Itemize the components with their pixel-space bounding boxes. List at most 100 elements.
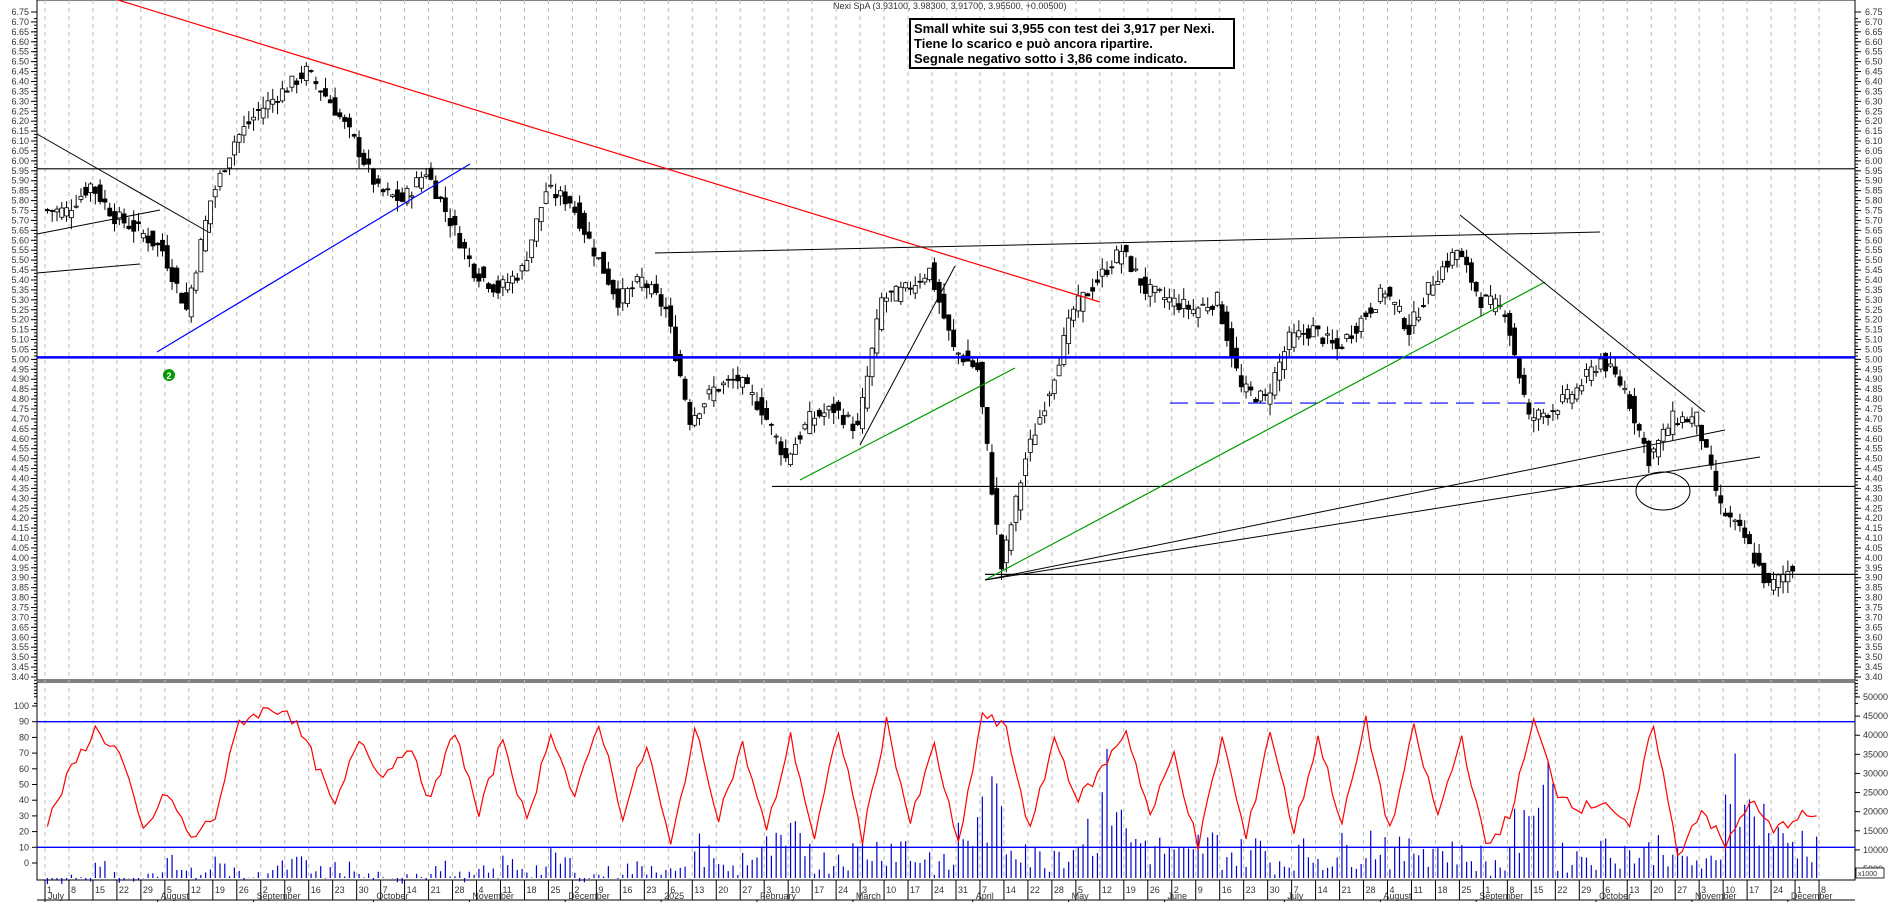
volume-tick-label: 15000 [1863, 826, 1888, 836]
week-tick-label: 17 [910, 885, 920, 895]
week-tick-label: 21 [1342, 885, 1352, 895]
oscillator-tick-label: 40 [19, 795, 29, 805]
week-tick-label: 23 [646, 885, 656, 895]
price-tick-label: 6.50 [11, 57, 29, 67]
week-tick-label: 4 [1390, 885, 1395, 895]
volume-tick-label: 40000 [1863, 730, 1888, 740]
price-tick-label: 5.25 [1865, 305, 1883, 315]
price-tick-label: 3.65 [1865, 622, 1883, 632]
week-tick-label: 15 [95, 885, 105, 895]
price-tick-label: 5.15 [1865, 325, 1883, 335]
price-tick-label: 3.40 [1865, 672, 1883, 682]
price-tick-label: 5.05 [1865, 344, 1883, 354]
price-tick-label: 4.20 [1865, 513, 1883, 523]
oscillator-tick-label: 60 [19, 764, 29, 774]
price-tick-label: 6.45 [1865, 67, 1883, 77]
price-tick-label: 6.15 [1865, 126, 1883, 136]
price-tick-label: 5.95 [11, 166, 29, 176]
week-tick-label: 7 [1294, 885, 1299, 895]
oscillator-line [46, 706, 1817, 857]
price-tick-label: 6.40 [11, 76, 29, 86]
price-tick-label: 5.45 [1865, 265, 1883, 275]
price-axis: 6.756.756.706.706.656.656.606.606.556.55… [11, 0, 1883, 704]
week-tick-label: 24 [838, 885, 848, 895]
oscillator-tick-label: 50 [19, 780, 29, 790]
price-tick-label: 6.75 [11, 7, 29, 17]
price-tick-label: 4.10 [11, 533, 29, 543]
price-tick-label: 5.90 [11, 176, 29, 186]
price-tick-label: 4.45 [11, 464, 29, 474]
month-label: July [1287, 891, 1304, 901]
price-tick-label: 5.45 [11, 265, 29, 275]
price-tick-label: 6.50 [1865, 57, 1883, 67]
price-tick-label: 6.45 [11, 67, 29, 77]
price-tick-label: 5.30 [1865, 295, 1883, 305]
candlesticks [44, 62, 1796, 597]
week-tick-label: 18 [1437, 885, 1447, 895]
week-tick-label: 13 [1629, 885, 1639, 895]
week-tick-label: 9 [598, 885, 603, 895]
price-tick-label: 5.75 [11, 206, 29, 216]
price-tick-label: 4.50 [11, 454, 29, 464]
chart-title: Nexi SpA (3.93100, 3.98300, 3.91700, 3.9… [833, 1, 1067, 11]
week-tick-label: 27 [742, 885, 752, 895]
week-tick-label: 2 [263, 885, 268, 895]
price-tick-label: 4.40 [11, 473, 29, 483]
week-tick-label: 8 [1821, 885, 1826, 895]
price-tick-label: 3.70 [11, 612, 29, 622]
price-tick-label: 3.40 [11, 672, 29, 682]
volume-tick-label: 45000 [1863, 711, 1888, 721]
volume-tick-label: 10000 [1863, 845, 1888, 855]
price-tick-label: 5.10 [1865, 335, 1883, 345]
price-tick-label: 6.75 [1865, 7, 1883, 17]
week-tick-label: 23 [335, 885, 345, 895]
week-tick-label: 5 [167, 885, 172, 895]
oscillator-tick-label: 30 [19, 811, 29, 821]
price-tick-label: 6.70 [11, 17, 29, 27]
week-tick-label: 9 [287, 885, 292, 895]
week-tick-label: 22 [1030, 885, 1040, 895]
week-tick-label: 29 [1581, 885, 1591, 895]
month-label: August [161, 891, 190, 901]
indicator-panel [36, 681, 1856, 881]
week-tick-label: 26 [239, 885, 249, 895]
oscillator-tick-label: 70 [19, 748, 29, 758]
price-tick-label: 4.60 [11, 434, 29, 444]
price-tick-label: 6.30 [1865, 96, 1883, 106]
price-tick-label: 3.80 [1865, 593, 1883, 603]
price-tick-label: 6.05 [1865, 146, 1883, 156]
price-tick-label: 4.65 [1865, 424, 1883, 434]
week-tick-label: 18 [526, 885, 536, 895]
price-tick-label: 4.00 [1865, 553, 1883, 563]
price-tick-label: 4.25 [11, 503, 29, 513]
price-tick-label: 3.50 [1865, 652, 1883, 662]
price-tick-label: 6.70 [1865, 17, 1883, 27]
price-tick-label: 6.05 [11, 146, 29, 156]
week-tick-label: 14 [1006, 885, 1016, 895]
volume-tick-label: 50000 [1863, 692, 1888, 702]
oscillator-tick-label: 10 [19, 842, 29, 852]
volume-tick-label: 20000 [1863, 807, 1888, 817]
price-tick-label: 5.85 [1865, 186, 1883, 196]
oscillator-tick-label: 100 [14, 701, 29, 711]
price-tick-label: 4.05 [1865, 543, 1883, 553]
month-label: June [1168, 891, 1188, 901]
week-tick-label: 25 [550, 885, 560, 895]
price-tick-label: 3.90 [11, 573, 29, 583]
price-tick-label: 4.70 [11, 414, 29, 424]
price-tick-label: 4.90 [1865, 374, 1883, 384]
week-tick-label: 2 [1174, 885, 1179, 895]
week-tick-label: 15 [1533, 885, 1543, 895]
price-tick-label: 3.75 [11, 603, 29, 613]
price-tick-label: 5.85 [11, 186, 29, 196]
week-tick-label: 24 [1773, 885, 1783, 895]
price-tick-label: 4.75 [11, 404, 29, 414]
price-tick-label: 3.95 [1865, 563, 1883, 573]
week-tick-label: 7 [982, 885, 987, 895]
price-tick-label: 5.40 [11, 275, 29, 285]
week-tick-label: 9 [1198, 885, 1203, 895]
week-tick-label: 3 [1701, 885, 1706, 895]
week-tick-label: 4 [479, 885, 484, 895]
price-tick-label: 5.50 [11, 255, 29, 265]
